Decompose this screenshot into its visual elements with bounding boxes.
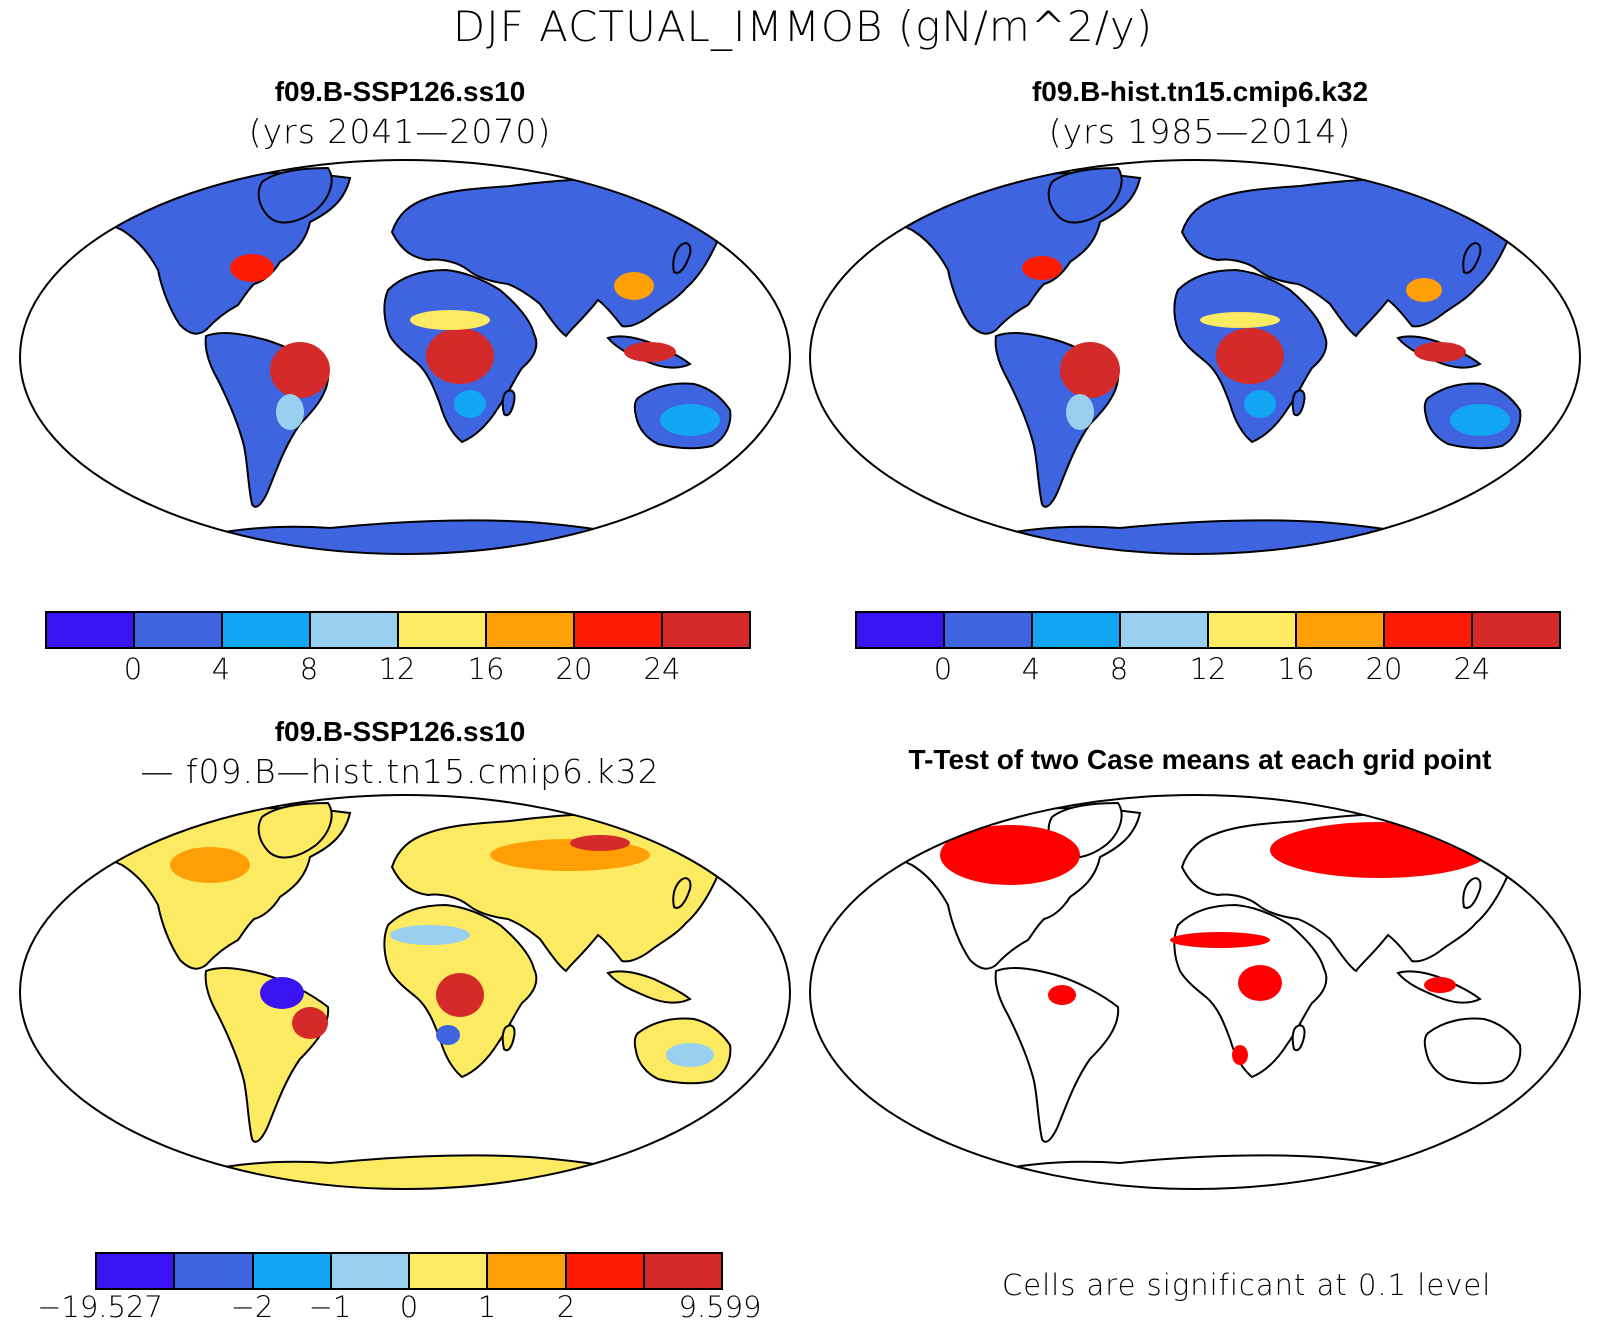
colorbar-3 <box>95 1252 723 1290</box>
colorbar-swatch <box>253 1254 332 1288</box>
panel-4-title: T-Test of two Case means at each grid po… <box>908 744 1492 775</box>
colorbar-tick: 24 <box>1453 652 1491 686</box>
map-panel-3 <box>19 794 791 1190</box>
colorbar-swatch <box>135 613 223 647</box>
colorbar-swatch <box>945 613 1033 647</box>
panel-2-subtitle: (yrs 1985—2014) <box>1048 112 1352 151</box>
colorbar-swatch <box>47 613 135 647</box>
colorbar-swatch <box>1209 613 1297 647</box>
colorbar-swatch <box>410 1254 489 1288</box>
colorbar-swatch <box>97 1254 176 1288</box>
colorbar-swatch <box>1121 613 1209 647</box>
colorbar-tick: 20 <box>1365 652 1403 686</box>
colorbar-tick: −19.527 <box>37 1290 163 1324</box>
panel-1-subtitle: (yrs 2041—2070) <box>248 112 552 151</box>
map-panel-1 <box>19 159 791 555</box>
map-panel-4 <box>809 794 1581 1190</box>
colorbar-swatch <box>566 1254 645 1288</box>
colorbar-tick: 2 <box>556 1290 576 1324</box>
colorbar-swatch <box>857 613 945 647</box>
colorbar-tick: 12 <box>378 652 416 686</box>
colorbar-tick: 20 <box>555 652 593 686</box>
colorbar-swatch <box>399 613 487 647</box>
colorbar-tick: 1 <box>477 1290 497 1324</box>
colorbar-2 <box>855 611 1561 649</box>
colorbar-tick: 24 <box>643 652 681 686</box>
colorbar-swatch <box>331 1254 410 1288</box>
colorbar-swatch <box>487 613 575 647</box>
panel-2-title: f09.B-hist.tn15.cmip6.k32 <box>1031 76 1369 107</box>
colorbar-swatch <box>311 613 399 647</box>
colorbar-tick: 8 <box>1109 652 1129 686</box>
panel-3-title: f09.B-SSP126.ss10 <box>274 716 526 747</box>
colorbar-swatch <box>1297 613 1385 647</box>
colorbar-tick: 16 <box>467 652 505 686</box>
colorbar-tick: 4 <box>1021 652 1041 686</box>
colorbar-swatch <box>1033 613 1121 647</box>
colorbar-swatch <box>575 613 663 647</box>
colorbar-swatch <box>488 1254 567 1288</box>
map-border <box>809 159 1581 555</box>
colorbar-swatch <box>175 1254 254 1288</box>
figure-title: DJF ACTUAL_IMMOB (gN/m^2/y) <box>452 2 1154 51</box>
high-values-shading <box>230 254 720 436</box>
map-border <box>809 794 1581 1190</box>
colorbar-tick: 0 <box>933 652 953 686</box>
panel-3-subtitle: — f09.B—hist.tn15.cmip6.k32 <box>140 752 660 791</box>
map-border <box>19 159 791 555</box>
colorbar-tick: 0 <box>123 652 143 686</box>
colorbar-swatch <box>1385 613 1473 647</box>
colorbar-tick: 4 <box>211 652 231 686</box>
colorbar-swatch <box>223 613 311 647</box>
colorbar-tick: 9.599 <box>678 1290 762 1324</box>
map-border <box>19 794 791 1190</box>
colorbar-tick: 16 <box>1277 652 1315 686</box>
map-panel-2 <box>809 159 1581 555</box>
colorbar-1 <box>45 611 751 649</box>
colorbar-tick: −1 <box>308 1290 352 1324</box>
colorbar-swatch <box>1473 613 1559 647</box>
colorbar-swatch <box>644 1254 721 1288</box>
difference-shading <box>170 835 714 1067</box>
colorbar-tick: 8 <box>299 652 319 686</box>
colorbar-swatch <box>663 613 749 647</box>
colorbar-tick: 12 <box>1189 652 1227 686</box>
high-values-shading <box>1022 256 1510 436</box>
colorbar-tick: 0 <box>399 1290 419 1324</box>
significance-note: Cells are significant at 0.1 level <box>1002 1268 1492 1302</box>
colorbar-tick: −2 <box>230 1290 274 1324</box>
panel-1-title: f09.B-SSP126.ss10 <box>274 76 526 107</box>
